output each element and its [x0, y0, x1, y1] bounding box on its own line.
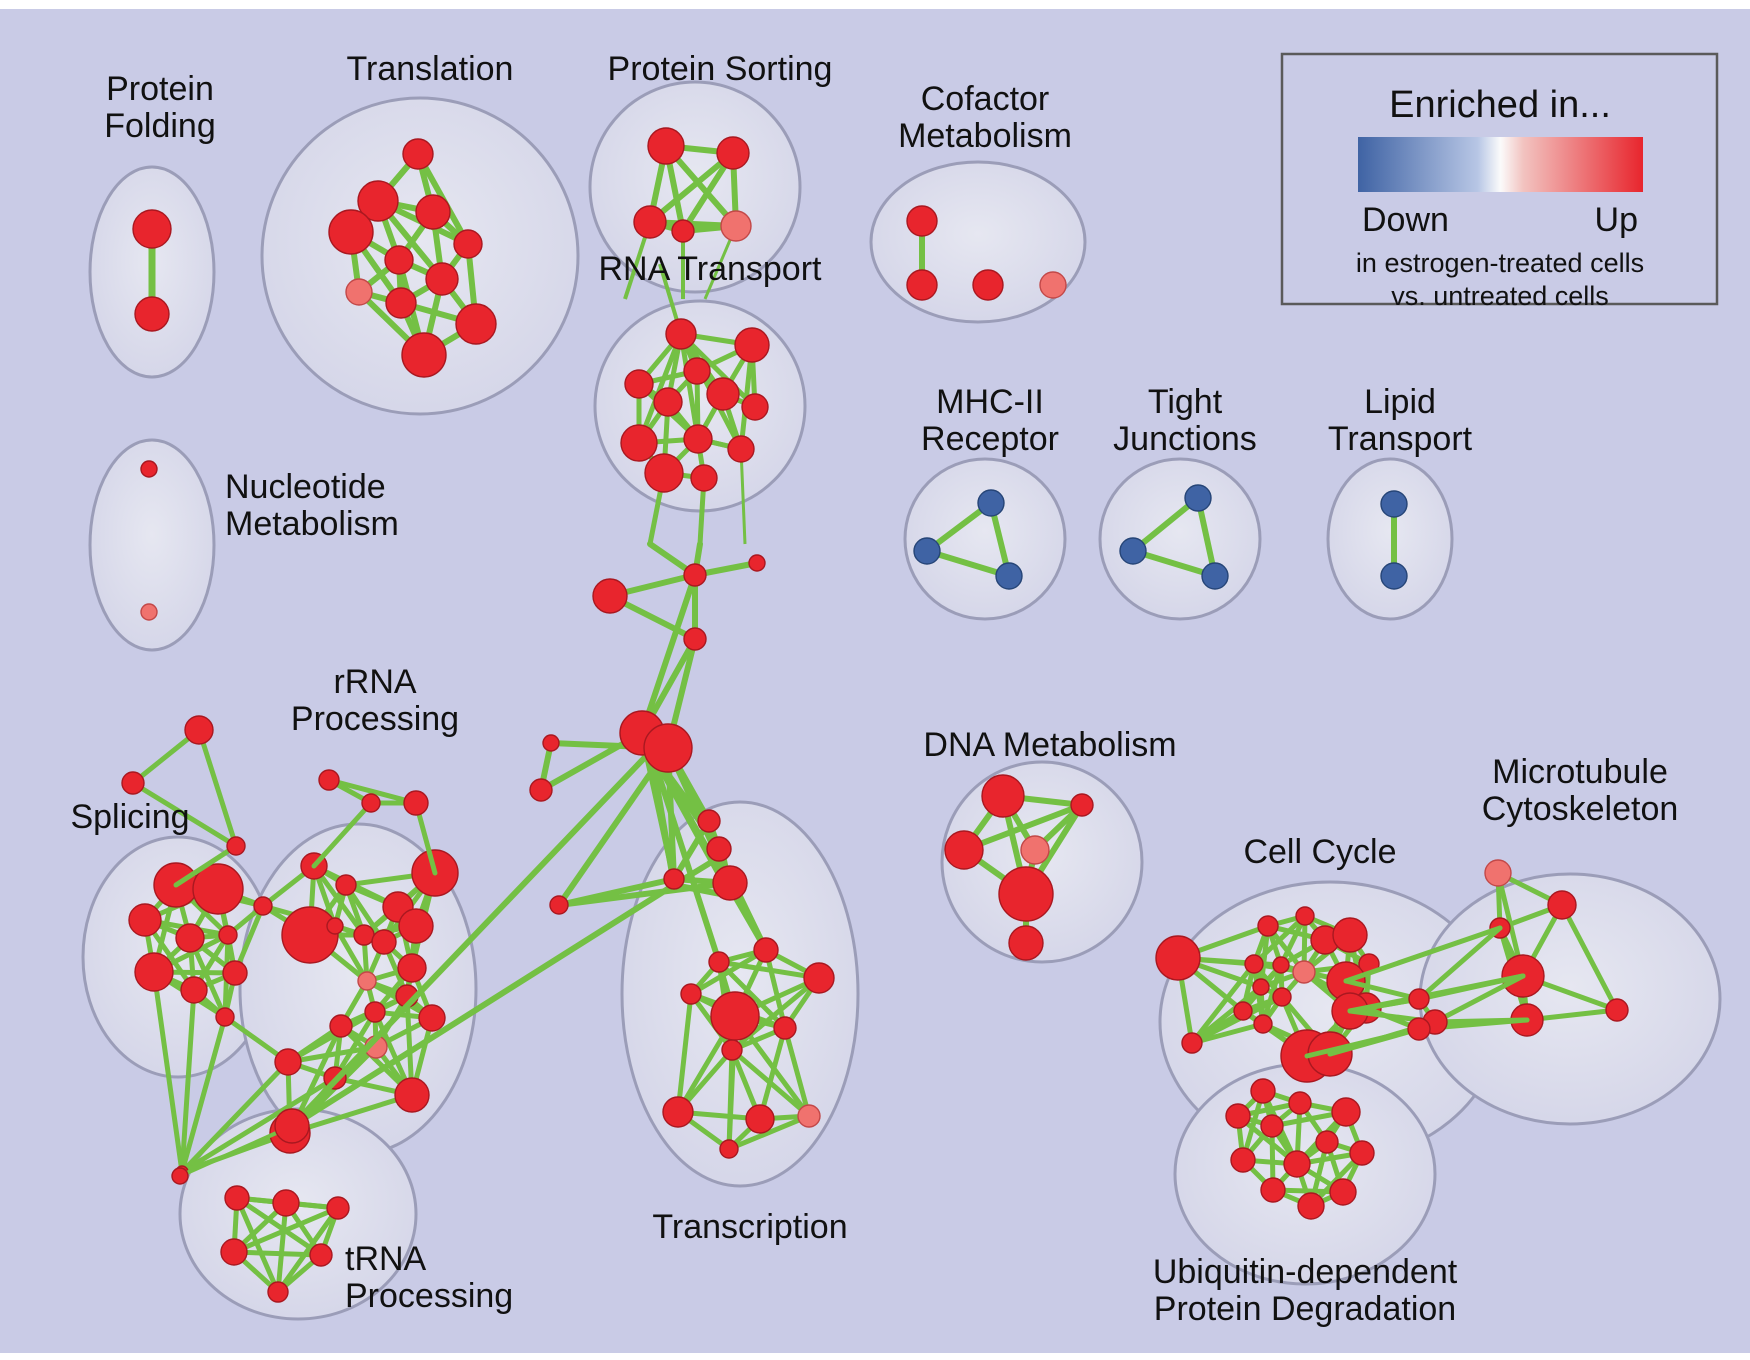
svg-text:in estrogen-treated cells: in estrogen-treated cells — [1356, 248, 1644, 278]
svg-text:Up: Up — [1595, 201, 1638, 239]
svg-text:vs. untreated cells: vs. untreated cells — [1391, 281, 1609, 311]
svg-text:Down: Down — [1362, 201, 1449, 239]
svg-text:Enriched in...: Enriched in... — [1389, 84, 1611, 126]
